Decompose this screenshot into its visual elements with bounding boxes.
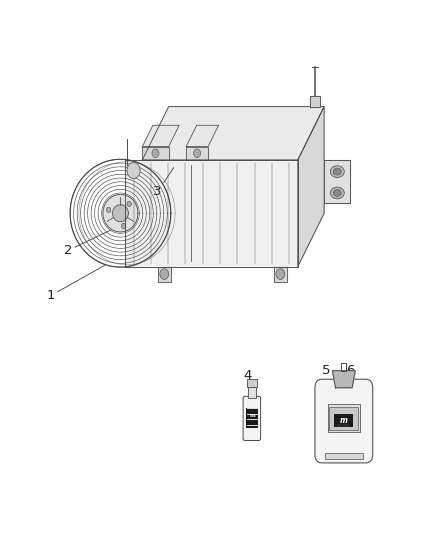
- Text: m: m: [340, 416, 348, 425]
- Polygon shape: [142, 147, 169, 160]
- Polygon shape: [310, 96, 320, 107]
- Text: 3: 3: [153, 167, 174, 198]
- Circle shape: [276, 269, 285, 279]
- Text: m: m: [249, 413, 254, 418]
- Polygon shape: [324, 160, 350, 203]
- Bar: [329, 407, 358, 430]
- Polygon shape: [142, 107, 324, 160]
- FancyBboxPatch shape: [315, 379, 373, 463]
- Polygon shape: [186, 147, 208, 160]
- Circle shape: [127, 201, 131, 207]
- Circle shape: [160, 269, 169, 279]
- Bar: [325, 453, 363, 458]
- Polygon shape: [125, 160, 298, 266]
- Ellipse shape: [330, 166, 344, 177]
- Bar: [334, 414, 353, 427]
- Polygon shape: [103, 195, 138, 232]
- Text: MOPAR: MOPAR: [337, 424, 351, 428]
- Circle shape: [121, 223, 126, 229]
- FancyBboxPatch shape: [243, 397, 261, 440]
- Polygon shape: [113, 205, 128, 222]
- Circle shape: [127, 163, 140, 179]
- Text: 4: 4: [243, 369, 252, 386]
- Bar: [248, 387, 256, 399]
- Text: 1: 1: [46, 265, 105, 302]
- Circle shape: [194, 149, 201, 158]
- Polygon shape: [142, 125, 179, 147]
- Polygon shape: [332, 371, 355, 388]
- Bar: [247, 379, 257, 387]
- Polygon shape: [274, 266, 287, 282]
- Polygon shape: [298, 107, 324, 266]
- Circle shape: [106, 207, 111, 213]
- Bar: [246, 408, 258, 429]
- Text: 5: 5: [322, 364, 333, 382]
- Bar: [328, 405, 360, 432]
- Ellipse shape: [333, 168, 341, 175]
- Polygon shape: [186, 125, 219, 147]
- Ellipse shape: [333, 189, 341, 196]
- Ellipse shape: [330, 187, 344, 199]
- Text: 6: 6: [346, 364, 355, 382]
- Text: 2: 2: [64, 228, 116, 257]
- Polygon shape: [158, 266, 171, 282]
- Circle shape: [152, 149, 159, 158]
